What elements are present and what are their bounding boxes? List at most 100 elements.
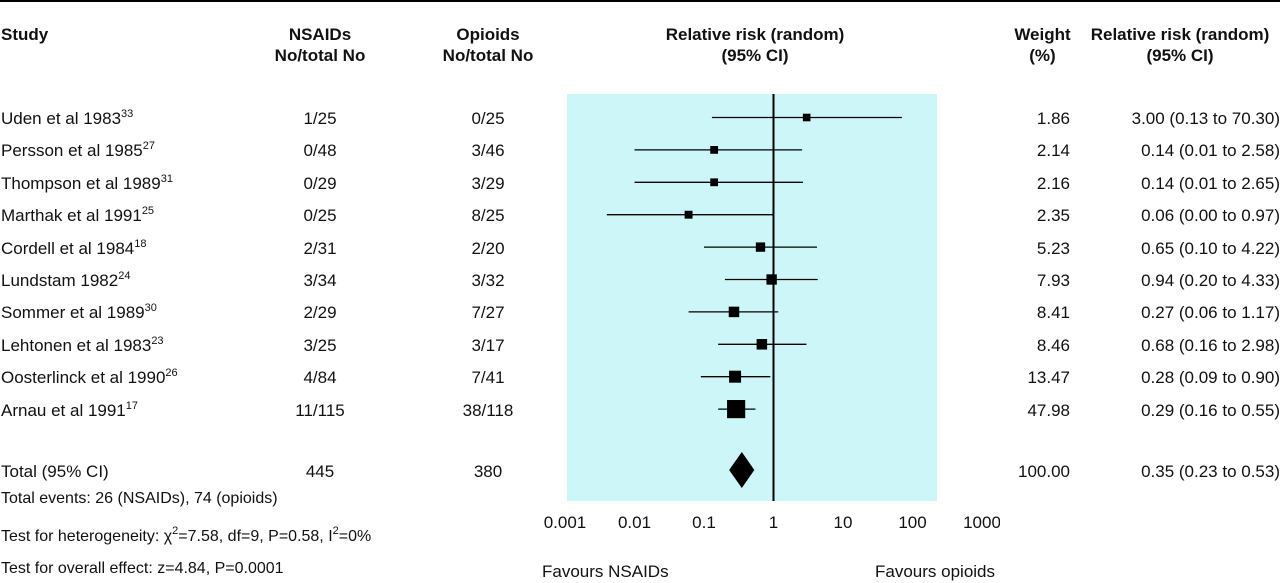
- study-row: Uden et al 198333 1/25 0/25 1.86 3.00 (0.13 …: [0, 103, 1280, 135]
- study-label: Arnau et al 1991: [1, 401, 126, 420]
- study-row: Cordell et al 198418 2/31 2/20 5.23 0.65 (0.…: [0, 233, 1280, 265]
- nsaid-count: 2/31: [303, 239, 337, 258]
- opioid-count: 38/118: [462, 401, 514, 420]
- header-opioids: Opioids No/total No: [442, 25, 534, 65]
- study-name: Arnau et al 199117: [1, 401, 138, 421]
- point-estimate-marker: [756, 339, 768, 350]
- study-label: Marthak et al 1991: [1, 206, 142, 225]
- pooled-estimate-diamond: [729, 452, 755, 488]
- x-tick-label: 0.01: [618, 513, 651, 530]
- header-study: Study: [1, 25, 49, 44]
- nsaid-count: 3/34: [303, 271, 337, 290]
- study-row: Arnau et al 199117 11/115 38/118 47.98 0.29 …: [0, 395, 1280, 427]
- header-nsaids: NSAIDs No/total No: [274, 25, 366, 65]
- plot-background: [567, 94, 937, 501]
- relative-risk-text: 0.14 (0.01 to 2.58): [1141, 141, 1280, 160]
- weight-value: 47.98: [1027, 401, 1070, 420]
- relative-risk-text: 0.94 (0.20 to 4.33): [1141, 271, 1280, 290]
- x-tick-label: 100: [898, 513, 926, 530]
- point-estimate-marker: [728, 306, 740, 318]
- nsaid-count: 0/29: [303, 174, 337, 193]
- nsaid-count: 2/29: [303, 303, 337, 322]
- relative-risk-text: 3.00 (0.13 to 70.30): [1131, 109, 1280, 128]
- opioid-count: 3/46: [471, 141, 505, 160]
- weight-value: 1.86: [1036, 109, 1070, 128]
- study-label: Lehtonen et al 1983: [1, 336, 152, 355]
- header-weight: Weight (%): [1014, 25, 1071, 65]
- study-reference: 30: [144, 302, 157, 314]
- study-label: Uden et al 1983: [1, 109, 122, 128]
- study-row: Persson et al 198527 0/48 3/46 2.14 0.14 (0.…: [0, 135, 1280, 167]
- total-relative-risk-text: 0.35 (0.23 to 0.53): [1141, 462, 1280, 481]
- total-weight: 100.00: [1018, 462, 1070, 481]
- total-label: Total (95% CI): [1, 462, 109, 481]
- weight-value: 2.16: [1036, 174, 1070, 193]
- study-reference: 17: [125, 400, 139, 412]
- study-label: Lundstam 1982: [1, 271, 119, 290]
- weight-value: 8.41: [1036, 303, 1070, 322]
- opioid-count: 2/20: [471, 239, 505, 258]
- relative-risk-text: 0.68 (0.16 to 2.98): [1141, 336, 1280, 355]
- opioid-count: 3/17: [471, 336, 505, 355]
- relative-risk-text: 0.27 (0.06 to 1.17): [1141, 303, 1280, 322]
- study-name: Oosterlinck et al 199026: [1, 368, 178, 388]
- study-name: Thompson et al 198931: [1, 174, 173, 194]
- study-label: Thompson et al 1989: [1, 174, 161, 193]
- opioid-count: 0/25: [471, 109, 505, 128]
- point-estimate-marker: [684, 210, 693, 219]
- x-tick-label: 10: [834, 513, 853, 530]
- weight-value: 5.23: [1036, 239, 1070, 258]
- point-estimate-marker: [729, 370, 742, 383]
- opioid-count: 8/25: [471, 206, 505, 225]
- forest-plot: 0.001 0.01 0.1 1 10 100 1000: [544, 94, 1000, 530]
- study-reference: 25: [141, 205, 155, 217]
- point-estimate-marker: [755, 242, 766, 252]
- x-tick-label: 1: [769, 513, 778, 530]
- study-label: Cordell et al 1984: [1, 239, 135, 258]
- study-name: Lehtonen et al 198323: [1, 336, 164, 356]
- study-reference: 31: [160, 173, 173, 185]
- study-label: Persson et al 1985: [1, 141, 143, 160]
- total-row: Total (95% CI) 445 380 100.00 0.35 (0.23 to …: [0, 456, 1280, 488]
- nsaid-count: 0/48: [303, 141, 337, 160]
- study-reference: 23: [151, 335, 164, 347]
- point-estimate-marker: [766, 274, 777, 285]
- study-label: Oosterlinck et al 1990: [1, 368, 166, 387]
- favours-opioids-label: Favours opioids: [875, 562, 996, 581]
- weight-value: 2.35: [1036, 206, 1070, 225]
- nsaid-count: 3/25: [303, 336, 337, 355]
- study-row: Thompson et al 198931 0/29 3/29 2.16 0.14 (0…: [0, 168, 1280, 200]
- study-reference: 24: [118, 270, 131, 282]
- study-name: Uden et al 198333: [1, 109, 133, 129]
- relative-risk-text: 0.28 (0.09 to 0.90): [1141, 368, 1280, 387]
- point-estimate-marker: [710, 146, 719, 154]
- heterogeneity-note: Test for heterogeneity: χ2=7.58, df=9, P…: [1, 525, 372, 546]
- nsaid-count: 4/84: [303, 368, 337, 387]
- study-reference: 27: [142, 140, 156, 152]
- point-estimate-marker: [802, 113, 811, 122]
- study-row: Sommer et al 198930 2/29 7/27 8.41 0.27 (0.0…: [0, 297, 1280, 329]
- study-label: Sommer et al 1989: [1, 303, 145, 322]
- opioid-count: 3/32: [471, 271, 505, 290]
- study-reference: 26: [165, 367, 178, 379]
- weight-value: 13.47: [1027, 368, 1070, 387]
- total-events-note: Total events: 26 (NSAIDs), 74 (opioids): [1, 490, 278, 507]
- total-nsaid: 445: [305, 462, 335, 481]
- nsaid-count: 0/25: [303, 206, 337, 225]
- overall-effect-note: Test for overall effect: z=4.84, P=0.000…: [1, 560, 284, 577]
- study-reference: 33: [121, 108, 134, 120]
- study-row: Lundstam 198224 3/34 3/32 7.93 0.94 (0.20 to…: [0, 265, 1280, 297]
- favours-nsaids-label: Favours NSAIDs: [542, 562, 669, 581]
- study-name: Sommer et al 198930: [1, 303, 157, 323]
- weight-value: 8.46: [1036, 336, 1070, 355]
- x-tick-label: 0.1: [692, 513, 716, 530]
- relative-risk-text: 0.14 (0.01 to 2.65): [1141, 174, 1280, 193]
- relative-risk-text: 0.29 (0.16 to 0.55): [1141, 401, 1280, 420]
- nsaid-count: 1/25: [303, 109, 337, 128]
- x-tick-label: 1000: [963, 513, 1000, 530]
- study-row: Lehtonen et al 198323 3/25 3/17 8.46 0.68 (0…: [0, 330, 1280, 362]
- study-row: Marthak et al 199125 0/25 8/25 2.35 0.06 (0.…: [0, 200, 1280, 232]
- opioid-count: 3/29: [471, 174, 505, 193]
- total-opioid: 380: [473, 462, 503, 481]
- study-name: Cordell et al 198418: [1, 239, 147, 259]
